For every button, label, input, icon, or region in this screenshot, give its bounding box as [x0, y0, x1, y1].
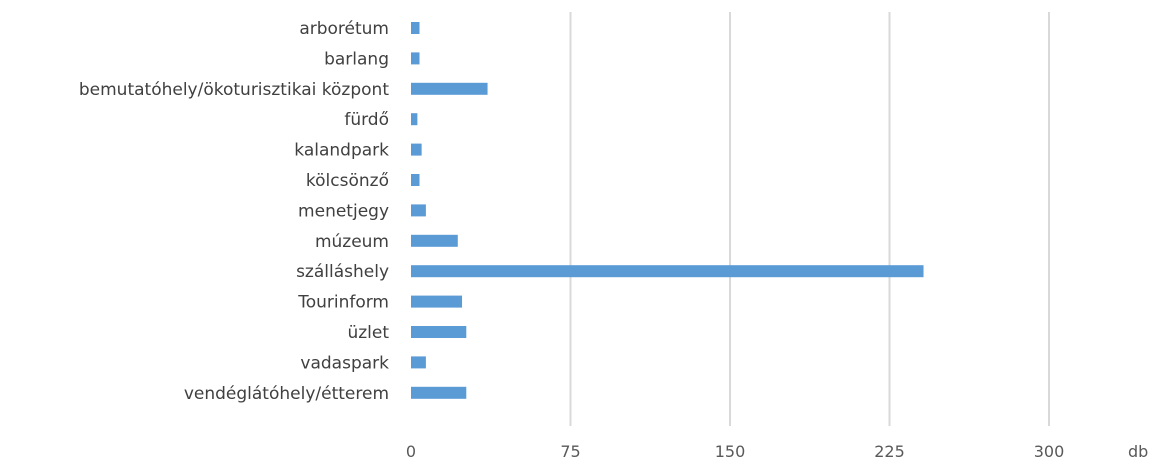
category-label: kalandpark — [294, 141, 389, 161]
bar — [411, 204, 426, 217]
category-label: fürdő — [344, 110, 389, 130]
bar — [411, 52, 420, 65]
category-labels: arborétum barlang bemutatóhely/ökoturiszti… — [79, 19, 389, 404]
x-tick-label: 150 — [715, 442, 746, 459]
gridlines — [569, 12, 1050, 426]
category-label: múzeum — [315, 232, 389, 252]
bar — [411, 82, 488, 95]
bar — [411, 265, 924, 278]
category-label: menetjegy — [298, 201, 389, 221]
category-label: vadaspark — [300, 353, 389, 373]
bar — [411, 143, 422, 156]
x-tick-label: 0 — [406, 442, 416, 459]
bar — [411, 356, 426, 369]
category-label: vendéglátóhely/étterem — [184, 384, 389, 404]
bar — [411, 234, 458, 247]
bar — [411, 174, 420, 186]
x-tick-label: 300 — [1034, 442, 1065, 459]
bar — [411, 326, 467, 338]
category-label: szálláshely — [296, 262, 389, 282]
bars — [411, 22, 924, 399]
bar — [411, 113, 418, 126]
category-label: arborétum — [299, 19, 389, 39]
category-label: Tourinform — [297, 293, 389, 313]
category-label: kölcsönző — [306, 171, 389, 191]
bar — [411, 386, 467, 399]
category-label: bemutatóhely/ökoturisztikai központ — [79, 80, 389, 100]
category-label: barlang — [324, 49, 389, 69]
category-label: üzlet — [347, 323, 389, 343]
x-tick-label: 225 — [874, 442, 905, 459]
x-tick-labels: 0 75 150 225 300 — [406, 442, 1064, 459]
bar — [411, 295, 463, 308]
bar — [411, 22, 420, 34]
x-tick-label: 75 — [560, 442, 580, 459]
x-axis-unit-label: db — [1128, 442, 1148, 459]
